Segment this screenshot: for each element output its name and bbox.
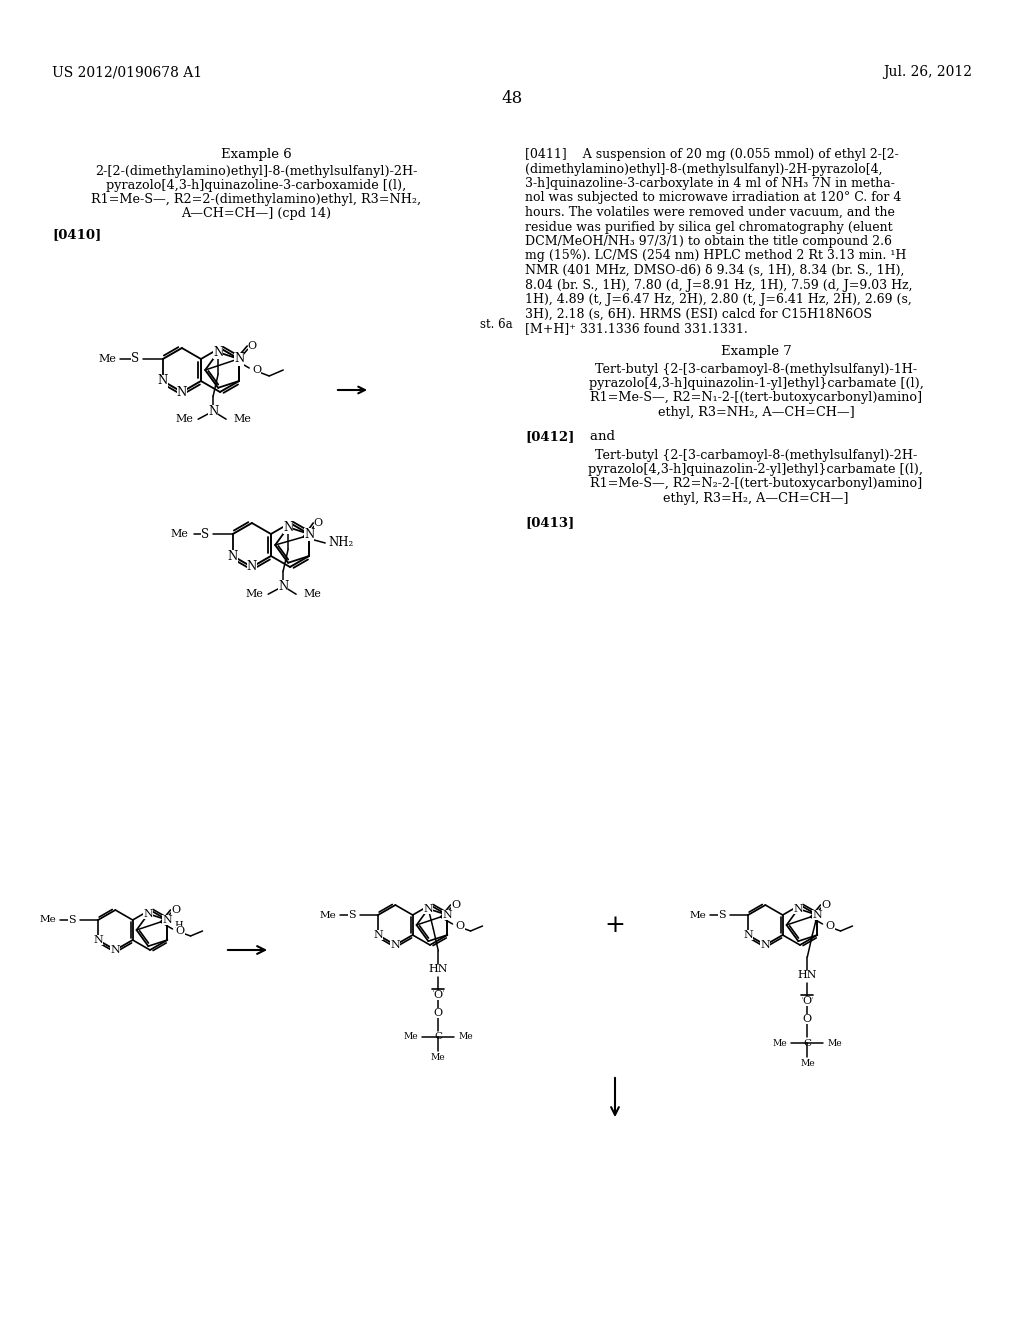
Text: mg (15%). LC/MS (254 nm) HPLC method 2 Rt 3.13 min. ¹H: mg (15%). LC/MS (254 nm) HPLC method 2 R… xyxy=(525,249,906,263)
Text: 8.04 (br. S., 1H), 7.80 (d, J=8.91 Hz, 1H), 7.59 (d, J=9.03 Hz,: 8.04 (br. S., 1H), 7.80 (d, J=8.91 Hz, 1… xyxy=(525,279,912,292)
Text: S: S xyxy=(131,352,139,366)
Text: Tert-butyl {2-[3-carbamoyl-8-(methylsulfanyl)-2H-: Tert-butyl {2-[3-carbamoyl-8-(methylsulf… xyxy=(595,449,918,462)
Text: N: N xyxy=(761,940,770,950)
Text: NMR (401 MHz, DMSO-d6) δ 9.34 (s, 1H), 8.34 (br. S., 1H),: NMR (401 MHz, DMSO-d6) δ 9.34 (s, 1H), 8… xyxy=(525,264,904,277)
Text: 3H), 2.18 (s, 6H). HRMS (ESI) calcd for C15H18N6OS: 3H), 2.18 (s, 6H). HRMS (ESI) calcd for … xyxy=(525,308,872,321)
Text: N: N xyxy=(812,909,822,920)
Text: N: N xyxy=(390,940,400,950)
Text: O: O xyxy=(803,997,812,1006)
Text: N: N xyxy=(283,520,293,533)
Text: [0410]: [0410] xyxy=(52,228,101,242)
Text: N: N xyxy=(247,561,257,573)
Text: N: N xyxy=(304,528,314,540)
Text: N: N xyxy=(373,931,383,940)
Text: Me: Me xyxy=(459,1032,473,1041)
Text: C: C xyxy=(434,1032,442,1041)
Text: HN: HN xyxy=(798,970,817,979)
Text: N: N xyxy=(143,908,154,919)
Text: pyrazolo[4,3-h]quinazolin-1-yl]ethyl}carbamate [(l),: pyrazolo[4,3-h]quinazolin-1-yl]ethyl}car… xyxy=(589,378,924,389)
Text: 2-[2-(dimethylamino)ethyl]-8-(methylsulfanyl)-2H-: 2-[2-(dimethylamino)ethyl]-8-(methylsulf… xyxy=(95,165,417,178)
Text: C: C xyxy=(803,1039,811,1048)
Text: US 2012/0190678 A1: US 2012/0190678 A1 xyxy=(52,65,202,79)
Text: 3-h]quinazoline-3-carboxylate in 4 ml of NH₃ 7N in metha-: 3-h]quinazoline-3-carboxylate in 4 ml of… xyxy=(525,177,895,190)
Text: O: O xyxy=(456,921,465,931)
Text: Me: Me xyxy=(233,414,251,424)
Text: residue was purified by silica gel chromatography (eluent: residue was purified by silica gel chrom… xyxy=(525,220,893,234)
Text: S: S xyxy=(69,915,76,925)
Text: N: N xyxy=(442,909,453,920)
Text: O: O xyxy=(434,1007,442,1018)
Text: N: N xyxy=(794,904,803,913)
Text: Tert-butyl {2-[3-carbamoyl-8-(methylsulfanyl)-1H-: Tert-butyl {2-[3-carbamoyl-8-(methylsulf… xyxy=(595,363,918,375)
Text: O: O xyxy=(434,990,442,999)
Text: S: S xyxy=(348,909,356,920)
Text: N: N xyxy=(424,904,433,913)
Text: Me: Me xyxy=(800,1059,815,1068)
Text: Jul. 26, 2012: Jul. 26, 2012 xyxy=(883,65,972,79)
Text: Me: Me xyxy=(689,911,706,920)
Text: N: N xyxy=(208,405,218,417)
Text: O: O xyxy=(171,906,180,915)
Text: hours. The volatiles were removed under vacuum, and the: hours. The volatiles were removed under … xyxy=(525,206,895,219)
Text: [0413]: [0413] xyxy=(525,516,574,529)
Text: S: S xyxy=(719,909,726,920)
Text: O: O xyxy=(313,517,323,528)
Text: N: N xyxy=(158,375,168,388)
Text: Me: Me xyxy=(431,1053,445,1061)
Text: Me: Me xyxy=(303,589,321,599)
Text: [0412]: [0412] xyxy=(525,430,574,444)
Text: R1=Me-S—, R2=N₁-2-[(tert-butoxycarbonyl)amino]: R1=Me-S—, R2=N₁-2-[(tert-butoxycarbonyl)… xyxy=(590,392,922,404)
Text: ethyl, R3=H₂, A—CH=CH—]: ethyl, R3=H₂, A—CH=CH—] xyxy=(664,492,849,506)
Text: S: S xyxy=(201,528,209,540)
Text: O: O xyxy=(821,900,830,909)
Text: Me: Me xyxy=(773,1039,787,1048)
Text: 1H), 4.89 (t, J=6.47 Hz, 2H), 2.80 (t, J=6.41 Hz, 2H), 2.69 (s,: 1H), 4.89 (t, J=6.47 Hz, 2H), 2.80 (t, J… xyxy=(525,293,911,306)
Text: [M+H]⁺ 331.1336 found 331.1331.: [M+H]⁺ 331.1336 found 331.1331. xyxy=(525,322,748,335)
Text: Me: Me xyxy=(246,589,263,599)
Text: (dimethylamino)ethyl]-8-(methylsulfanyl)-2H-pyrazolo[4,: (dimethylamino)ethyl]-8-(methylsulfanyl)… xyxy=(525,162,883,176)
Text: O: O xyxy=(248,341,257,351)
Text: N: N xyxy=(213,346,223,359)
Text: O: O xyxy=(175,927,184,936)
Text: Me: Me xyxy=(171,529,188,539)
Text: 48: 48 xyxy=(502,90,522,107)
Text: Me: Me xyxy=(99,354,117,364)
Text: Me: Me xyxy=(39,916,56,924)
Text: O: O xyxy=(803,1014,812,1024)
Text: Me: Me xyxy=(175,414,194,424)
Text: Me: Me xyxy=(319,911,336,920)
Text: O: O xyxy=(825,921,835,931)
Text: O: O xyxy=(451,900,460,909)
Text: +: + xyxy=(604,913,626,936)
Text: Example 6: Example 6 xyxy=(220,148,292,161)
Text: nol was subjected to microwave irradiation at 120° C. for 4: nol was subjected to microwave irradiati… xyxy=(525,191,901,205)
Text: ethyl, R3=NH₂, A—CH=CH—]: ethyl, R3=NH₂, A—CH=CH—] xyxy=(657,407,854,418)
Text: [0411]    A suspension of 20 mg (0.055 mmol) of ethyl 2-[2-: [0411] A suspension of 20 mg (0.055 mmol… xyxy=(525,148,899,161)
Text: O: O xyxy=(252,366,261,375)
Text: pyrazolo[4,3-h]quinazoline-3-carboxamide [(l),: pyrazolo[4,3-h]quinazoline-3-carboxamide… xyxy=(105,180,407,191)
Text: pyrazolo[4,3-h]quinazolin-2-yl]ethyl}carbamate [(l),: pyrazolo[4,3-h]quinazolin-2-yl]ethyl}car… xyxy=(589,463,924,477)
Text: Me: Me xyxy=(827,1039,842,1048)
Text: Me: Me xyxy=(403,1032,418,1041)
Text: N: N xyxy=(227,549,238,562)
Text: st. 6a: st. 6a xyxy=(480,318,513,331)
Text: N: N xyxy=(278,579,288,593)
Text: Example 7: Example 7 xyxy=(721,345,792,358)
Text: A—CH=CH—] (cpd 14): A—CH=CH—] (cpd 14) xyxy=(181,207,331,220)
Text: R1=Me-S—, R2=N₂-2-[(tert-butoxycarbonyl)amino]: R1=Me-S—, R2=N₂-2-[(tert-butoxycarbonyl)… xyxy=(590,478,923,491)
Text: H: H xyxy=(174,920,183,929)
Text: N: N xyxy=(111,945,120,954)
Text: N: N xyxy=(233,352,244,366)
Text: and: and xyxy=(573,430,615,444)
Text: N: N xyxy=(177,385,187,399)
Text: DCM/MeOH/NH₃ 97/3/1) to obtain the title compound 2.6: DCM/MeOH/NH₃ 97/3/1) to obtain the title… xyxy=(525,235,892,248)
Text: HN: HN xyxy=(429,964,449,974)
Text: N: N xyxy=(743,931,753,940)
Text: N: N xyxy=(93,935,103,945)
Text: N: N xyxy=(163,915,172,925)
Text: NH₂: NH₂ xyxy=(329,536,353,549)
Text: R1=Me-S—, R2=2-(dimethylamino)ethyl, R3=NH₂,: R1=Me-S—, R2=2-(dimethylamino)ethyl, R3=… xyxy=(91,193,421,206)
